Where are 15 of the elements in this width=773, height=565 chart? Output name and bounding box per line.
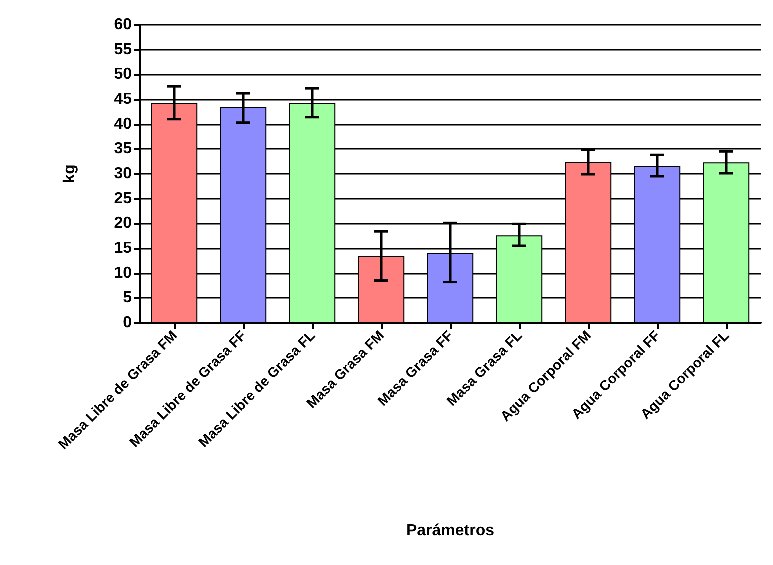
- x-axis-title: Parámetros: [406, 522, 495, 540]
- y-tick-label: 10: [114, 264, 132, 282]
- y-tick-label: 40: [114, 116, 132, 133]
- y-tick-label: 20: [114, 215, 132, 232]
- y-tick-label: 55: [114, 41, 132, 58]
- y-tick-label: 45: [114, 91, 132, 108]
- y-tick-label: 5: [123, 290, 132, 307]
- y-axis-title: kg: [62, 164, 78, 184]
- y-tick-label: 15: [114, 240, 132, 257]
- y-tick-label: 50: [114, 66, 132, 84]
- y-tick-label: 60: [114, 16, 132, 34]
- y-tick-label: 30: [114, 166, 132, 182]
- y-tick-label: 0: [123, 314, 132, 332]
- y-tick-label: 25: [114, 190, 132, 208]
- y-tick-label: 35: [114, 140, 132, 158]
